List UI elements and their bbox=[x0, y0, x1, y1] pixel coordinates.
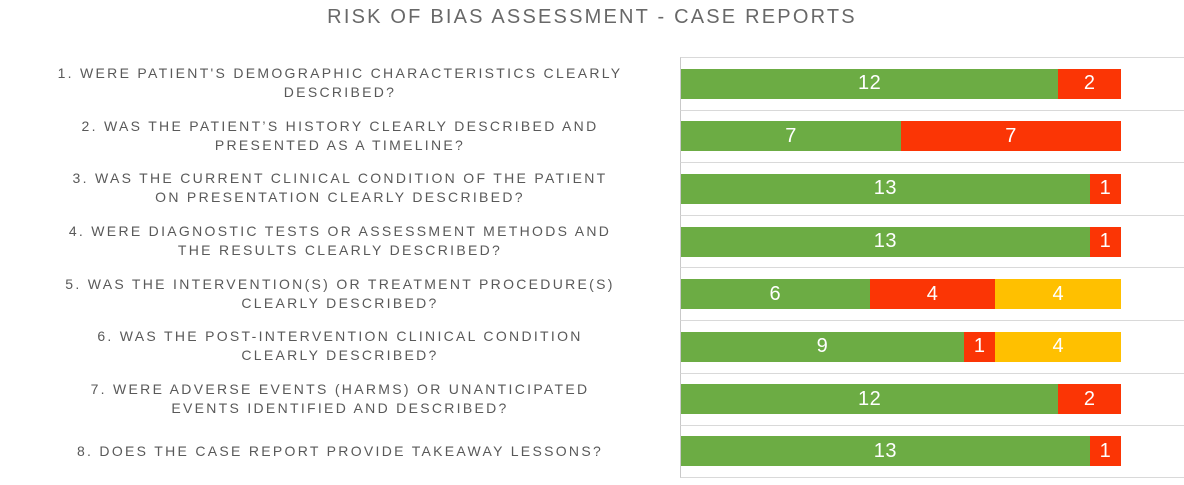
bar-value-label: 13 bbox=[873, 177, 897, 200]
bar-segment-yellow: 4 bbox=[995, 279, 1122, 310]
bar-segment-green: 9 bbox=[681, 331, 964, 362]
category-label: 1. WERE PATIENT'S DEMOGRAPHIC CHARACTERI… bbox=[57, 65, 623, 101]
chart-plot-area: 1. WERE PATIENT'S DEMOGRAPHIC CHARACTERI… bbox=[0, 57, 1184, 478]
bar-value-label: 12 bbox=[858, 72, 882, 95]
bar-segment-green: 6 bbox=[681, 279, 870, 310]
bar-track: 9 1 4 bbox=[681, 331, 1184, 362]
bar-value-label: 1 bbox=[973, 335, 986, 358]
plot-band: 13 1 bbox=[680, 214, 1184, 268]
bar-segment-green: 13 bbox=[681, 173, 1090, 204]
chart-row: 4. WERE DIAGNOSTIC TESTS OR ASSESSMENT M… bbox=[0, 214, 1184, 268]
bar-segment-green: 12 bbox=[681, 68, 1059, 99]
category-label: 4. WERE DIAGNOSTIC TESTS OR ASSESSMENT M… bbox=[68, 223, 612, 259]
bar-segment-green: 13 bbox=[681, 226, 1090, 257]
bar-value-label: 1 bbox=[1099, 177, 1112, 200]
category-label: 5. WAS THE INTERVENTION(S) OR TREATMENT … bbox=[65, 275, 615, 311]
bar-value-label: 6 bbox=[769, 282, 782, 305]
category-label: 3. WAS THE CURRENT CLINICAL CONDITION OF… bbox=[72, 170, 608, 206]
bar-segment-green: 13 bbox=[681, 436, 1090, 467]
plot-band: 6 4 4 bbox=[680, 267, 1184, 320]
bar-segment-red: 1 bbox=[1089, 226, 1122, 257]
chart-row: 1. WERE PATIENT'S DEMOGRAPHIC CHARACTERI… bbox=[0, 57, 1184, 110]
bar-value-label: 1 bbox=[1099, 230, 1112, 253]
bar-value-label: 4 bbox=[1052, 335, 1065, 358]
bar-segment-red: 1 bbox=[963, 331, 996, 362]
bar-value-label: 13 bbox=[873, 230, 897, 253]
bar-track: 13 1 bbox=[681, 436, 1184, 467]
category-label: 7. WERE ADVERSE EVENTS (HARMS) OR UNANTI… bbox=[90, 380, 590, 416]
bar-value-label: 12 bbox=[858, 387, 882, 410]
plot-band: 9 1 4 bbox=[680, 319, 1184, 373]
chart-title: RISK OF BIAS ASSESSMENT - CASE REPORTS bbox=[327, 6, 857, 28]
chart-row: 8. DOES THE CASE REPORT PROVIDE TAKEAWAY… bbox=[0, 425, 1184, 478]
bar-segment-red: 1 bbox=[1089, 173, 1122, 204]
category-label: 8. DOES THE CASE REPORT PROVIDE TAKEAWAY… bbox=[76, 442, 604, 459]
chart-row: 5. WAS THE INTERVENTION(S) OR TREATMENT … bbox=[0, 267, 1184, 320]
bar-segment-green: 12 bbox=[681, 384, 1059, 415]
bar-track: 12 2 bbox=[681, 68, 1184, 99]
chart-row: 7. WERE ADVERSE EVENTS (HARMS) OR UNANTI… bbox=[0, 372, 1184, 426]
bar-segment-yellow: 4 bbox=[995, 331, 1122, 362]
bar-segment-red: 2 bbox=[1058, 68, 1122, 99]
plot-band: 13 1 bbox=[680, 162, 1184, 215]
bar-value-label: 2 bbox=[1083, 387, 1096, 410]
plot-band: 13 1 bbox=[680, 425, 1184, 478]
bar-value-label: 4 bbox=[1052, 282, 1065, 305]
chart-row: 3. WAS THE CURRENT CLINICAL CONDITION OF… bbox=[0, 162, 1184, 215]
bar-segment-red: 1 bbox=[1089, 436, 1122, 467]
chart-row: 6. WAS THE POST-INTERVENTION CLINICAL CO… bbox=[0, 319, 1184, 373]
plot-band: 12 2 bbox=[680, 57, 1184, 110]
bar-value-label: 4 bbox=[926, 282, 939, 305]
chart-row: 2. WAS THE PATIENT’S HISTORY CLEARLY DES… bbox=[0, 109, 1184, 163]
bar-track: 12 2 bbox=[681, 384, 1184, 415]
bar-value-label: 13 bbox=[873, 439, 897, 462]
bar-track: 13 1 bbox=[681, 226, 1184, 257]
category-label: 2. WAS THE PATIENT’S HISTORY CLEARLY DES… bbox=[81, 117, 599, 153]
bar-track: 13 1 bbox=[681, 173, 1184, 204]
bar-segment-red: 4 bbox=[869, 279, 996, 310]
bar-track: 6 4 4 bbox=[681, 279, 1184, 310]
bar-value-label: 2 bbox=[1083, 72, 1096, 95]
bar-value-label: 1 bbox=[1099, 439, 1112, 462]
bar-segment-red: 7 bbox=[901, 121, 1122, 152]
category-label: 6. WAS THE POST-INTERVENTION CLINICAL CO… bbox=[97, 328, 583, 364]
bar-segment-red: 2 bbox=[1058, 384, 1122, 415]
bar-segment-green: 7 bbox=[681, 121, 902, 152]
plot-band: 12 2 bbox=[680, 372, 1184, 426]
bar-value-label: 7 bbox=[1005, 124, 1017, 147]
bar-value-label: 9 bbox=[816, 335, 829, 358]
bar-value-label: 7 bbox=[785, 124, 797, 147]
